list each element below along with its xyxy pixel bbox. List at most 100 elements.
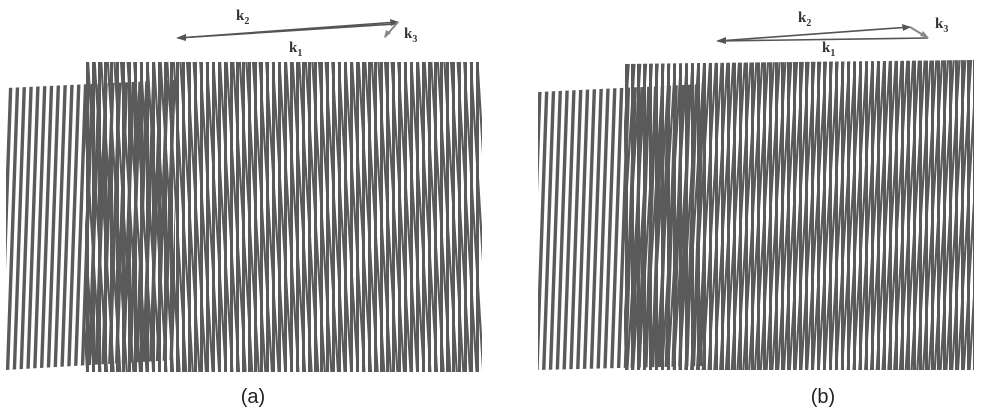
grating-stripe xyxy=(817,60,840,370)
grating-stripe xyxy=(624,60,637,370)
caption-b: (b) xyxy=(810,386,836,408)
grating-stripe xyxy=(508,75,522,380)
grating-stripe xyxy=(344,62,347,372)
grating-stripe xyxy=(562,84,577,370)
grating-stripe xyxy=(86,62,89,372)
grating-stripe xyxy=(489,55,504,380)
grating-stripe xyxy=(119,62,142,372)
grating-stripe xyxy=(555,84,570,370)
k1-label: k1 xyxy=(289,40,302,59)
grating-stripe xyxy=(152,62,155,372)
grating-stripe xyxy=(712,60,735,370)
grating-stripe xyxy=(724,60,747,370)
grating-stripe xyxy=(317,62,340,372)
grating-stripe xyxy=(46,80,61,370)
grating-stripe xyxy=(841,60,844,370)
grating-stripe xyxy=(828,60,851,370)
grating-stripe xyxy=(927,60,950,370)
grating-stripe xyxy=(390,62,413,372)
grating-stripe xyxy=(126,62,149,372)
grating-stripe xyxy=(886,60,909,370)
grating-stripe xyxy=(568,84,583,370)
grating-stripe xyxy=(310,62,333,372)
grating-stripe xyxy=(846,60,869,370)
grating-stripe xyxy=(962,60,974,370)
grating-stripe xyxy=(12,80,27,370)
grating-stripe xyxy=(231,62,254,372)
grating-stripe xyxy=(793,60,816,370)
grating-stripe xyxy=(782,60,805,370)
grating-stripe xyxy=(730,60,753,370)
grating-stripe xyxy=(667,60,670,370)
grating-stripe xyxy=(146,62,149,372)
grating-stripe xyxy=(483,55,504,380)
grating-stripe xyxy=(637,60,660,370)
grating-stripe xyxy=(869,60,892,370)
caption-a: (a) xyxy=(240,386,266,408)
grating-stripe xyxy=(225,62,248,372)
grating-stripe xyxy=(811,60,834,370)
grating-stripe xyxy=(950,60,973,370)
grating-stripe xyxy=(582,84,597,370)
grating-stripe xyxy=(741,60,764,370)
grating-stripe xyxy=(32,80,47,370)
grating-3 xyxy=(624,60,974,370)
grating-stripe xyxy=(343,62,366,372)
grating-stripe xyxy=(609,84,624,370)
grating-stripe xyxy=(602,84,617,370)
grating-stripe xyxy=(350,62,373,372)
grating-stripe xyxy=(6,80,20,370)
grating-stripe xyxy=(53,80,68,370)
grating-stripe xyxy=(538,84,543,370)
grating-stripe xyxy=(284,62,287,372)
grating-stripe xyxy=(370,62,393,372)
grating-stripe xyxy=(863,60,886,370)
grating-stripe xyxy=(218,62,221,372)
grating-stripe xyxy=(422,62,425,372)
grating-stripe xyxy=(291,62,314,372)
grating-stripe xyxy=(747,60,770,370)
grating-stripe xyxy=(178,62,201,372)
grating-stripe xyxy=(442,62,465,372)
grating-stripe xyxy=(39,80,54,370)
grating-stripe xyxy=(277,62,300,372)
grating-stripe xyxy=(92,62,95,372)
grating-stripe xyxy=(99,62,122,372)
grating-stripe xyxy=(631,60,654,370)
grating-stripe xyxy=(494,55,497,380)
grating-stripe xyxy=(475,62,482,372)
grating-stripe xyxy=(106,62,129,372)
grating-stripe xyxy=(956,60,974,370)
grating-stripe xyxy=(73,80,88,370)
grating-stripe xyxy=(770,60,793,370)
grating-stripe xyxy=(625,60,648,370)
grating-stripe xyxy=(139,62,162,372)
grating-stripe xyxy=(753,60,776,370)
grating-stripe xyxy=(683,60,706,370)
grating-stripe xyxy=(933,60,956,370)
grating-stripe xyxy=(165,62,188,372)
grating-stripe xyxy=(278,62,281,372)
grating-stripe xyxy=(337,62,360,372)
k2-label: k2 xyxy=(798,10,811,29)
grating-stripe xyxy=(6,80,13,370)
wave-vector-diagram: k2 k1 k3 xyxy=(176,8,417,59)
grating-stripe xyxy=(909,60,932,370)
grating-stripe xyxy=(6,80,7,370)
grating-stripe xyxy=(496,55,504,380)
grating-stripe xyxy=(158,62,161,372)
grating-stripe xyxy=(290,62,293,372)
grating-stripe xyxy=(145,62,168,372)
grating-stripe xyxy=(973,60,974,370)
grating-stripe xyxy=(350,62,353,372)
grating-stripe xyxy=(66,80,81,370)
grating-stripe xyxy=(822,60,845,370)
grating-stripe xyxy=(449,62,472,372)
grating-stripe xyxy=(541,84,556,370)
grating-stripe xyxy=(224,62,227,372)
grating-stripe xyxy=(416,62,439,372)
k1-label: k1 xyxy=(822,40,835,59)
grating-stripe xyxy=(192,62,215,372)
grating-stripe xyxy=(251,62,274,372)
grating-stripe xyxy=(436,62,459,372)
